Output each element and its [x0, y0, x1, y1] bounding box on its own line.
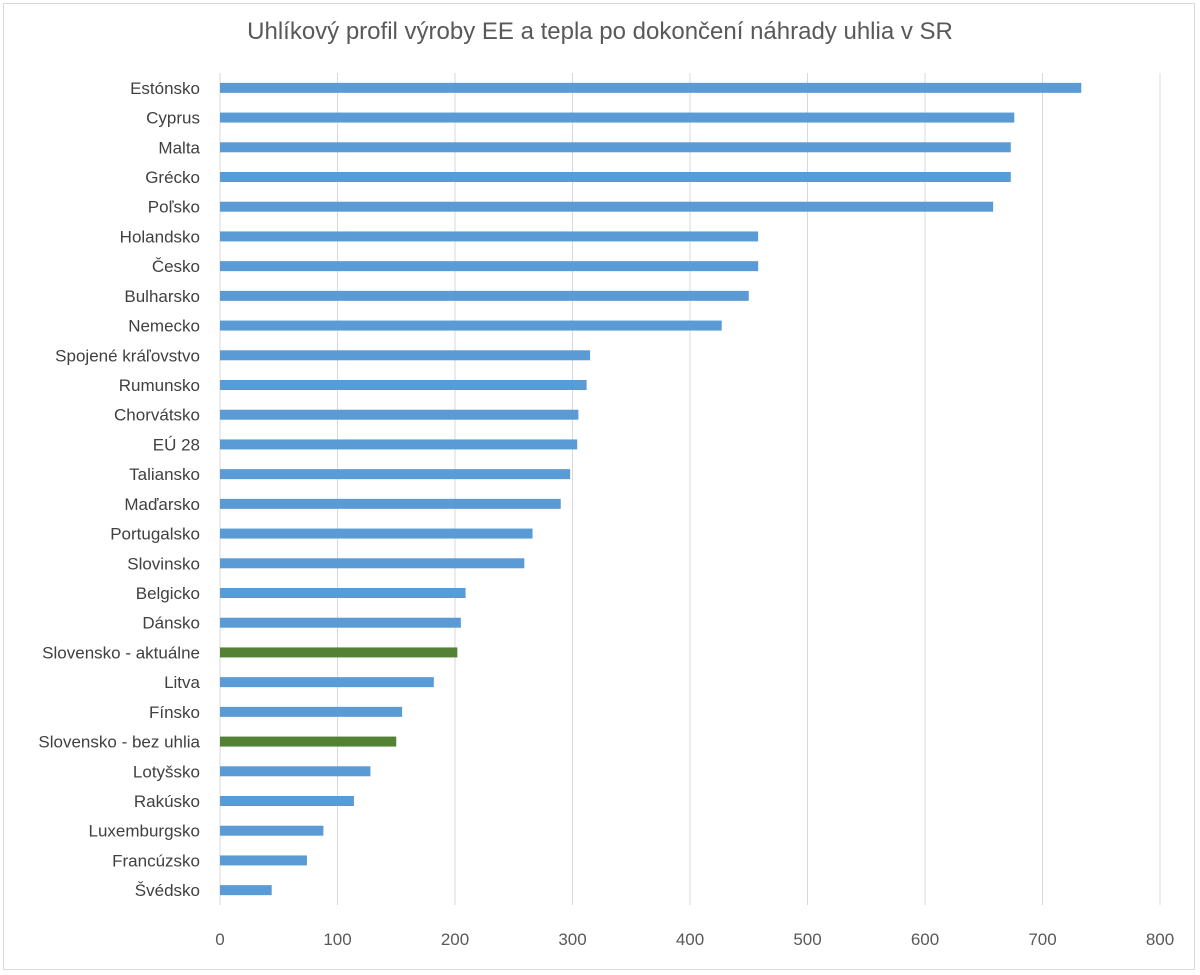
bar — [220, 380, 587, 390]
category-label: Spojené kráľovstvo — [55, 346, 200, 365]
bar — [220, 706, 403, 717]
bar — [220, 647, 458, 658]
x-tick-label: 200 — [441, 930, 469, 949]
x-tick-label: 700 — [1028, 930, 1056, 949]
category-label: Grécko — [145, 168, 200, 187]
bar — [220, 558, 525, 569]
chart-area — [3, 3, 1195, 970]
category-label: Estónsko — [130, 79, 200, 98]
category-label: Fínsko — [149, 703, 200, 722]
bar — [220, 736, 397, 747]
category-label: Belgicko — [136, 584, 200, 603]
category-label: Slovinsko — [127, 554, 200, 573]
category-label: Litva — [164, 673, 200, 692]
category-label: Francúzsko — [112, 851, 200, 870]
category-label: Dánsko — [142, 614, 200, 633]
category-label: Taliansko — [129, 465, 200, 484]
bar — [220, 885, 272, 896]
x-tick-label: 0 — [215, 930, 224, 949]
category-label: Rumunsko — [119, 376, 200, 395]
bar — [220, 201, 994, 212]
category-label: Slovensko - bez uhlia — [38, 733, 200, 752]
bar — [220, 528, 533, 539]
bar — [220, 498, 561, 509]
x-tick-label: 300 — [558, 930, 586, 949]
bar — [220, 617, 461, 628]
category-label: Švédsko — [135, 881, 200, 900]
x-tick-label: 600 — [911, 930, 939, 949]
category-label: Poľsko — [148, 198, 200, 217]
category-label: Luxemburgsko — [88, 822, 200, 841]
bar — [220, 82, 1082, 93]
category-label: Rakúsko — [134, 792, 200, 811]
bar — [220, 469, 571, 480]
category-label: Česko — [152, 257, 200, 276]
bar — [220, 142, 1011, 153]
category-label: Malta — [158, 138, 200, 157]
bar — [220, 409, 579, 420]
bar — [220, 261, 759, 272]
bar — [220, 439, 578, 450]
x-tick-label: 400 — [676, 930, 704, 949]
chart-title: Uhlíkový profil výroby EE a tepla po dok… — [247, 18, 953, 45]
category-label: Slovensko - aktuálne — [42, 643, 200, 662]
bar — [220, 855, 307, 866]
category-label: Chorvátsko — [114, 406, 200, 425]
category-label: EÚ 28 — [153, 435, 200, 454]
bar — [220, 112, 1015, 123]
category-label: Holandsko — [120, 227, 200, 246]
category-label: Cyprus — [146, 109, 200, 128]
bar — [220, 588, 466, 598]
bar — [220, 350, 591, 361]
bar — [220, 172, 1011, 182]
bar — [220, 231, 759, 242]
bar — [220, 766, 371, 777]
bar — [220, 320, 722, 331]
bar — [220, 290, 749, 301]
category-label: Portugalsko — [110, 525, 200, 544]
bar — [220, 825, 324, 836]
x-tick-label: 800 — [1146, 930, 1174, 949]
category-label: Nemecko — [128, 317, 200, 336]
bar — [220, 677, 434, 688]
category-label: Maďarsko — [124, 495, 200, 514]
x-tick-label: 100 — [323, 930, 351, 949]
category-label: Bulharsko — [124, 287, 200, 306]
bar — [220, 796, 354, 806]
x-tick-label: 500 — [793, 930, 821, 949]
category-label: Lotyšsko — [133, 762, 200, 781]
